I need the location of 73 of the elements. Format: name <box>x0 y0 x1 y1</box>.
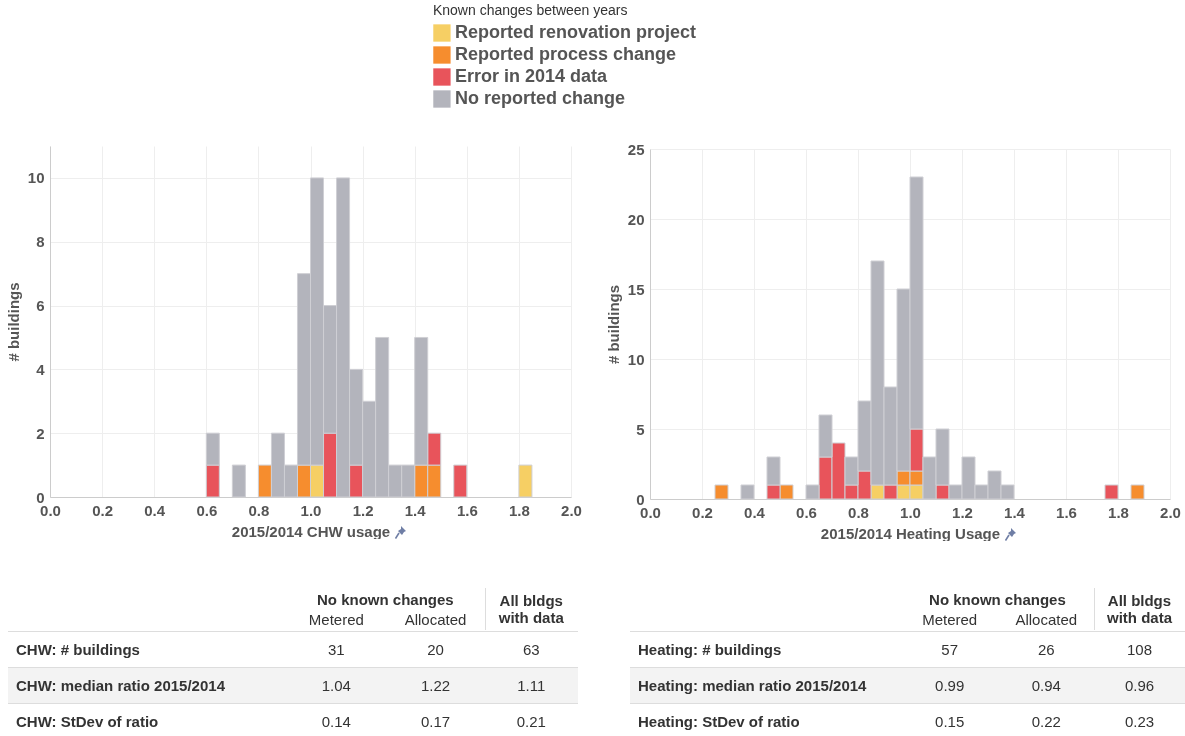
text: 0.94 <box>998 667 1094 703</box>
x-tick-label: 0.4 <box>144 501 166 519</box>
text: CHW: median ratio 2015/2014 <box>8 667 287 703</box>
x-tick-label: 1.0 <box>300 501 322 519</box>
x-tick-label: 1.6 <box>456 501 478 519</box>
x-axis-title: 2015/2014 Heating Usage <box>820 524 1001 542</box>
text: 0.17 <box>386 703 485 736</box>
y-tick-label: 0 <box>36 488 45 506</box>
text: 31 <box>286 631 387 667</box>
text: 0.99 <box>900 667 999 703</box>
legend-label: Reported process change <box>454 44 676 64</box>
y-tick-label: 6 <box>36 297 45 315</box>
x-tick-label: 0.8 <box>248 501 270 519</box>
text: 0.96 <box>1093 667 1185 703</box>
y-tick-label: 20 <box>627 210 645 228</box>
text: 26 <box>998 631 1094 667</box>
x-tick-label: 0.2 <box>692 503 713 521</box>
x-tick-label: 1.2 <box>352 501 374 519</box>
x-tick-label: 2.0 <box>1160 503 1181 521</box>
text: 0.22 <box>998 703 1094 736</box>
y-tick-label: 15 <box>627 280 645 298</box>
text: Metered <box>307 609 365 630</box>
text: All bldgs with data <box>1105 591 1173 628</box>
y-tick-label: 2 <box>36 424 45 442</box>
y-tick-label: 4 <box>36 360 46 378</box>
text: No known changes <box>928 589 1067 610</box>
x-tick-label: 0.8 <box>848 503 869 521</box>
legend-label: Reported renovation project <box>454 22 696 42</box>
text: 1.04 <box>286 667 387 703</box>
text: CHW: StDev of ratio <box>8 703 287 736</box>
x-tick-label: 1.2 <box>952 503 973 521</box>
y-tick-label: 10 <box>627 350 645 368</box>
text: 1.11 <box>484 667 578 703</box>
text: CHW: # buildings <box>8 631 287 667</box>
y-tick-label: 25 <box>627 140 645 158</box>
text: 0.21 <box>484 703 578 736</box>
text: 108 <box>1093 631 1185 667</box>
text: 20 <box>386 631 485 667</box>
x-tick-label: 1.6 <box>1056 503 1077 521</box>
x-tick-label: 1.8 <box>1108 503 1129 521</box>
text: 0.14 <box>286 703 387 736</box>
text: 0.15 <box>900 703 999 736</box>
x-axis-title: 2015/2014 CHW usage <box>231 522 391 540</box>
y-tick-label: 5 <box>636 420 645 438</box>
legend-title: Known changes between years <box>432 2 628 18</box>
y-tick-label: 8 <box>36 233 45 251</box>
text: Heating: # buildings <box>630 631 901 667</box>
text: Allocated <box>403 609 468 630</box>
legend-label: No reported change <box>454 88 625 108</box>
text: 0.23 <box>1093 703 1185 736</box>
y-tick-label: 0 <box>636 490 645 508</box>
text: Heating: StDev of ratio <box>630 703 901 736</box>
y-tick-label: 10 <box>27 169 45 187</box>
x-tick-label: 2.0 <box>561 501 582 519</box>
x-tick-label: 0.4 <box>744 503 766 521</box>
x-tick-label: 1.0 <box>900 503 921 521</box>
y-axis-title: # buildings <box>604 284 622 365</box>
legend-label: Error in 2014 data <box>454 66 608 86</box>
y-axis-title: # buildings <box>4 282 22 362</box>
text: 1.22 <box>386 667 485 703</box>
x-tick-label: 0.6 <box>796 503 817 521</box>
text: No known changes <box>316 589 455 610</box>
text: All bldgs with data <box>497 591 565 628</box>
x-tick-label: 1.4 <box>404 501 427 519</box>
text: 57 <box>900 631 999 667</box>
text: 63 <box>484 631 578 667</box>
x-tick-label: 1.4 <box>1004 503 1026 521</box>
x-tick-label: 0.6 <box>196 501 218 519</box>
text: Metered <box>921 609 979 630</box>
x-tick-label: 0.2 <box>92 501 114 519</box>
text: Allocated <box>1014 609 1079 630</box>
text: Heating: median ratio 2015/2014 <box>630 667 901 703</box>
x-tick-label: 1.8 <box>508 501 530 519</box>
